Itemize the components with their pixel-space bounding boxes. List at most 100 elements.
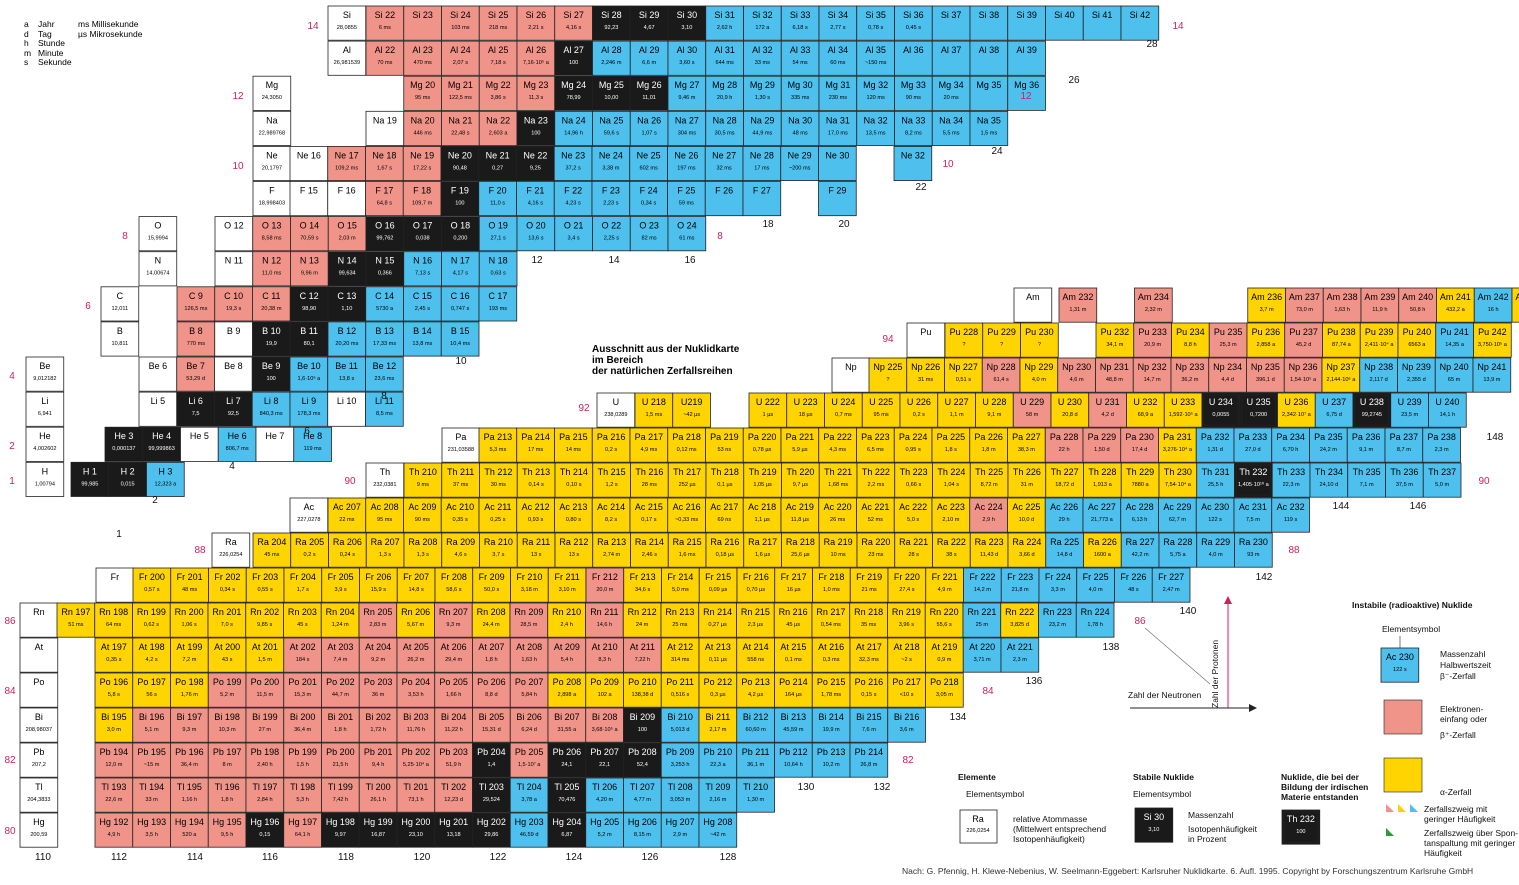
nuclide-halflife: 17,4 d: [1132, 447, 1148, 453]
nuclide-symbol: Na 23: [524, 115, 548, 125]
nuclide-symbol: O 23: [639, 221, 659, 231]
nuclide-halflife: 9,4 h: [372, 762, 384, 768]
nuclide-cell: Mg 35: [969, 75, 1009, 111]
nuclide-symbol: Pa 227: [1012, 432, 1041, 442]
nuclide-symbol: C 11: [262, 291, 280, 301]
nuclide-symbol: Pu 232: [1101, 327, 1130, 337]
nuclide-symbol: Th 222: [862, 467, 890, 477]
nuclide-halflife: 178,3 ms: [297, 411, 320, 417]
nuclide-halflife: 31 m: [1021, 482, 1034, 488]
nuclide-halflife: 22,6 m: [105, 797, 122, 803]
legend-halflife: Halbwertszeit: [1440, 660, 1492, 670]
nuclide-halflife: 0,45 s: [906, 25, 921, 31]
nuclide-cell: Al 303,60 s: [667, 40, 707, 76]
nuclide-symbol: Tl 210: [743, 782, 768, 792]
nuclide-halflife: 1,0 ms: [823, 587, 840, 593]
nuclide-cell: Si 312,62 h: [705, 5, 744, 41]
nuclide-symbol: Li 11: [375, 396, 394, 406]
nuclide-symbol: Rn 207: [439, 607, 468, 617]
nuclide-cell: Mg 291,30 s: [743, 75, 782, 111]
nuclide-halflife: 0,516 s: [671, 692, 690, 698]
nuclide-symbol: F 16: [338, 186, 356, 196]
nuclide-symbol: Hg 207: [666, 817, 695, 827]
nuclide-halflife: 11,8 µs: [791, 517, 809, 523]
nuclide-halflife: 0,747 s: [451, 306, 470, 312]
nuclide-symbol: Th 221: [824, 467, 852, 477]
nuclide-cell: N 150,366: [365, 251, 405, 287]
nuclide-halflife: 446 ms: [413, 130, 432, 136]
nuclide-halflife: 2,117 d: [1370, 377, 1388, 383]
nuclide-symbol: Hg 197: [288, 817, 317, 827]
nuclide-symbol: U 237: [1322, 397, 1346, 407]
nuclide-halflife: 218 ms: [489, 25, 508, 31]
nuclide-symbol: Fr 214: [667, 572, 693, 582]
nuclide-cell: Al 296,6 m: [629, 40, 669, 76]
nuclide-halflife: 30 ms: [491, 482, 506, 488]
nuclide-halflife: 60,60 m: [746, 727, 767, 733]
nuclide-cell: Na 261,07 s: [629, 110, 669, 146]
nuclide-halflife: 4,77 m: [634, 797, 651, 803]
unit-row: d Tag µs Mikrosekunde: [24, 28, 143, 39]
nuclide-halflife: 48 ms: [793, 130, 808, 136]
nuclide-symbol: Tl 201: [403, 782, 428, 792]
nuclide-cell: Si 38: [969, 5, 1009, 41]
nuclide-halflife: 29,86: [484, 832, 498, 838]
nuclide-halflife: 5,0 s: [907, 517, 919, 523]
nuclide-symbol: Fr 205: [328, 572, 354, 582]
proton-number-label: 80: [4, 826, 16, 837]
nuclide-halflife: 100: [455, 201, 464, 207]
nuclide-halflife: 109,7 m: [412, 201, 433, 207]
nuclide-symbol: Th 223: [900, 467, 928, 477]
nuclide-symbol: Am 238: [1327, 292, 1358, 302]
nuclide-halflife: 840,3 ms: [260, 411, 283, 417]
nuclide-symbol: Ra 211: [522, 537, 550, 547]
element-symbol: Ra: [972, 814, 984, 824]
element-cell: At: [19, 637, 59, 673]
legend-fission-3: Häufigkeit: [1424, 848, 1462, 858]
nuclide-symbol: Fr 223: [1007, 572, 1033, 582]
nuclide-halflife: 28 s: [908, 552, 919, 558]
nuclide-symbol: Ac 225: [1012, 502, 1040, 512]
element-mass: 231,03588: [448, 447, 474, 453]
nuclide-symbol: Pa 235: [1314, 432, 1343, 442]
nuclide-symbol: Ne 29: [788, 150, 812, 160]
nuclide-symbol: Na 33: [901, 115, 925, 125]
nuclide-symbol: Bi 215: [856, 712, 882, 722]
nuclide-halflife: 4,2 µs: [748, 692, 764, 698]
nuclide-symbol: Ra 222: [937, 537, 966, 547]
nuclide-halflife: 15,9 s: [371, 587, 386, 593]
nuclide-symbol: Tl 200: [366, 782, 391, 792]
nuclide-halflife: 44,7 m: [332, 692, 349, 698]
nuclide-symbol: N 15: [375, 256, 394, 266]
nuclide-cell: N 180,63 s: [478, 251, 518, 287]
nuclide-halflife: 24,10 d: [1320, 482, 1339, 488]
nuclide-halflife: 1,913 a: [1093, 482, 1113, 488]
nuclide-halflife: 54 ms: [793, 60, 808, 66]
nuclide-halflife: 50,0 s: [484, 587, 499, 593]
nuclide-symbol: Bi 204: [441, 712, 467, 722]
